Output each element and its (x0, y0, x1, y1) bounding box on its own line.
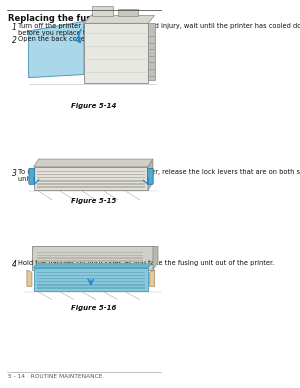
Bar (37, 177, 145, 178)
Bar (37, 284, 145, 286)
Bar (37, 275, 145, 276)
Text: To release the fusing unit from the printer, release the lock levers that are on: To release the fusing unit from the prin… (18, 169, 300, 182)
Bar (37, 272, 145, 273)
Bar (92, 6, 112, 16)
Polygon shape (34, 264, 151, 268)
Bar (32, 246, 153, 270)
Bar (37, 263, 143, 264)
Bar (37, 180, 145, 182)
Text: Open the back cover of the printer.: Open the back cover of the printer. (18, 36, 135, 42)
Polygon shape (84, 16, 154, 23)
Text: 1: 1 (12, 23, 16, 32)
Bar (148, 23, 154, 80)
Text: 4: 4 (12, 260, 16, 269)
Text: Replacing the fusing unit: Replacing the fusing unit (8, 14, 128, 23)
FancyBboxPatch shape (147, 168, 153, 184)
Text: 5 - 14   ROUTINE MAINTENANCE: 5 - 14 ROUTINE MAINTENANCE (8, 374, 103, 379)
Text: Figure 5-14: Figure 5-14 (71, 103, 117, 109)
Bar (37, 186, 145, 188)
Bar (34, 268, 148, 291)
Bar (34, 167, 148, 190)
Polygon shape (150, 270, 154, 286)
Polygon shape (28, 21, 84, 78)
Bar (37, 257, 143, 259)
Text: 3: 3 (12, 169, 16, 178)
Text: Figure 5-16: Figure 5-16 (71, 305, 117, 310)
Bar (37, 287, 145, 289)
Bar (37, 174, 145, 175)
Bar (37, 281, 145, 282)
Bar (84, 23, 148, 83)
Bar (37, 252, 143, 253)
Bar (37, 278, 145, 279)
FancyBboxPatch shape (29, 168, 34, 184)
Polygon shape (27, 270, 32, 286)
Text: Hold the handles on both sides as you take the fusing unit out of the printer.: Hold the handles on both sides as you ta… (18, 260, 274, 266)
Bar (37, 265, 143, 267)
Polygon shape (153, 246, 158, 270)
Bar (37, 171, 145, 172)
Bar (37, 183, 145, 185)
Text: Turn off the printer power switch. To avoid injury, wait until the printer has c: Turn off the printer power switch. To av… (18, 23, 300, 36)
Text: 2: 2 (12, 36, 16, 45)
Bar (118, 9, 138, 16)
Bar (37, 255, 143, 256)
Text: Figure 5-15: Figure 5-15 (71, 198, 117, 204)
Bar (37, 260, 143, 262)
Polygon shape (34, 159, 153, 167)
Polygon shape (148, 159, 153, 190)
